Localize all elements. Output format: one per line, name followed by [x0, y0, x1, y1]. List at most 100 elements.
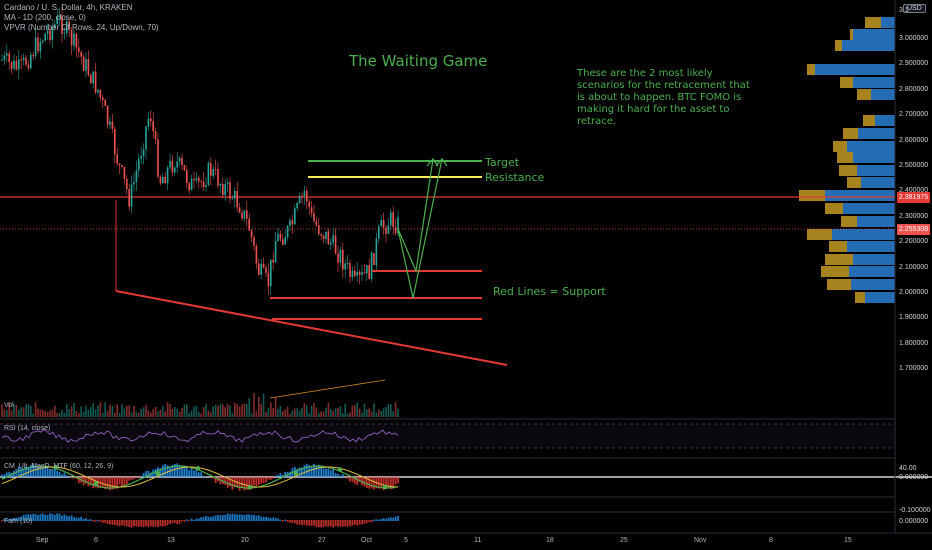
vpvr-up-bar — [857, 216, 895, 227]
volume-bar — [392, 411, 394, 417]
candle-body — [390, 212, 392, 226]
volume-bar — [272, 407, 274, 417]
candle-body — [154, 131, 157, 140]
fam-bar — [34, 514, 37, 521]
macd-histogram-bar — [159, 468, 162, 477]
fam-bar — [349, 520, 351, 527]
fam-bar — [224, 514, 227, 521]
volume-bar — [274, 397, 277, 417]
fam-bar — [334, 520, 337, 526]
candle-body — [294, 208, 296, 225]
ma-indicator-legend[interactable]: MA - 1D (200, close, 0) — [4, 13, 86, 22]
price-tick: 2.300000 — [899, 212, 929, 220]
fam-bar — [8, 519, 11, 521]
volume-bar — [342, 412, 344, 417]
fam-bar — [301, 520, 303, 526]
candle-body — [380, 219, 382, 227]
fam-bar — [149, 520, 152, 527]
date-tick: 5 — [404, 537, 408, 544]
candle-body — [164, 176, 166, 184]
fam-bar — [89, 519, 92, 521]
currency-badge[interactable]: USD — [903, 4, 926, 13]
volume-bar — [147, 410, 150, 417]
macd-histogram-bar — [260, 477, 263, 484]
volume-bar — [118, 412, 121, 417]
volume-bar — [30, 405, 32, 417]
vpvr-up-bar — [865, 292, 895, 303]
candle-body — [58, 15, 61, 18]
volume-bar — [42, 409, 44, 417]
candle-body — [138, 158, 140, 171]
volume-bar — [397, 408, 399, 417]
resistance-label: Resistance — [485, 171, 545, 184]
macd-histogram-bar — [137, 477, 140, 479]
fam-bar — [262, 516, 265, 521]
fam-bar — [289, 520, 291, 523]
price-badge-2-255308: 2.255308 — [897, 224, 930, 235]
volume-bar — [6, 410, 8, 417]
fam-bar — [245, 514, 248, 521]
volume-bar — [90, 407, 92, 417]
volume-bar — [169, 404, 171, 417]
fam-bar — [113, 520, 116, 525]
rsi-label[interactable]: RSI (14, close) — [4, 425, 51, 432]
volume-bar — [121, 404, 123, 417]
fam-label[interactable]: Fam (10) — [4, 518, 33, 525]
fam-bar — [277, 518, 279, 521]
symbol-legend[interactable]: Cardano / U. S. Dollar, 4h, KRAKEN — [4, 3, 133, 12]
volume-label[interactable]: Vol — [4, 402, 14, 409]
volume-bar — [176, 408, 178, 417]
volume-bar — [277, 408, 279, 417]
candle-body — [92, 71, 94, 84]
macd-histogram-bar — [15, 470, 18, 477]
volume-bar — [284, 409, 286, 417]
volume-bar — [255, 411, 258, 417]
price-chart-pane[interactable]: Cardano / U. S. Dollar, 4h, KRAKEN MA - … — [0, 0, 932, 534]
fam-bar — [147, 520, 150, 528]
fam-bar — [361, 520, 363, 525]
fam-bar — [46, 514, 49, 521]
volume-bar — [1, 404, 3, 417]
macd-histogram-bar — [8, 471, 11, 477]
volume-bar — [334, 408, 337, 417]
fam-bar — [260, 516, 263, 521]
vpvr-up-bar — [875, 115, 895, 126]
volume-bar — [25, 404, 27, 417]
scenario-arrow-2 — [397, 158, 443, 299]
fam-bar — [317, 520, 320, 528]
vpvr-indicator-legend[interactable]: VPVR (Number Of Rows, 24, Up/Down, 70) — [4, 23, 159, 32]
volume-bar — [109, 404, 111, 417]
macd-histogram-bar — [70, 477, 73, 478]
fam-bar — [68, 516, 71, 521]
macd-histogram-bar — [37, 466, 39, 477]
candle-body — [54, 24, 56, 28]
fam-bar — [20, 516, 23, 521]
candle-body — [18, 59, 20, 70]
fam-bar — [363, 520, 366, 524]
candle-body — [200, 181, 202, 183]
macd-histogram-bar — [205, 476, 207, 477]
date-tick: Sep — [36, 537, 49, 544]
volume-bar — [294, 408, 296, 417]
vpvr-down-bar — [827, 279, 851, 290]
vpvr-down-bar — [865, 17, 881, 28]
volume-bar — [279, 405, 282, 417]
candle-body — [337, 253, 339, 263]
candle-body — [354, 270, 356, 276]
volume-bar — [75, 411, 78, 417]
fam-bar — [154, 520, 157, 527]
candle-body — [277, 233, 279, 242]
macd-histogram-bar — [358, 477, 361, 483]
macd-histogram-bar — [303, 465, 306, 477]
volume-bar — [212, 406, 214, 417]
macd-histogram-bar — [248, 477, 251, 490]
vpvr-down-bar — [825, 203, 843, 214]
macd-label[interactable]: CM_Ult_MacD_MTF (60, 12, 26, 9) — [4, 463, 114, 470]
candle-body — [301, 195, 303, 197]
candle-body — [145, 126, 147, 150]
fam-bar — [97, 519, 99, 521]
fam-bar — [310, 520, 313, 526]
macd-histogram-bar — [353, 477, 356, 484]
candle-body — [171, 160, 174, 173]
